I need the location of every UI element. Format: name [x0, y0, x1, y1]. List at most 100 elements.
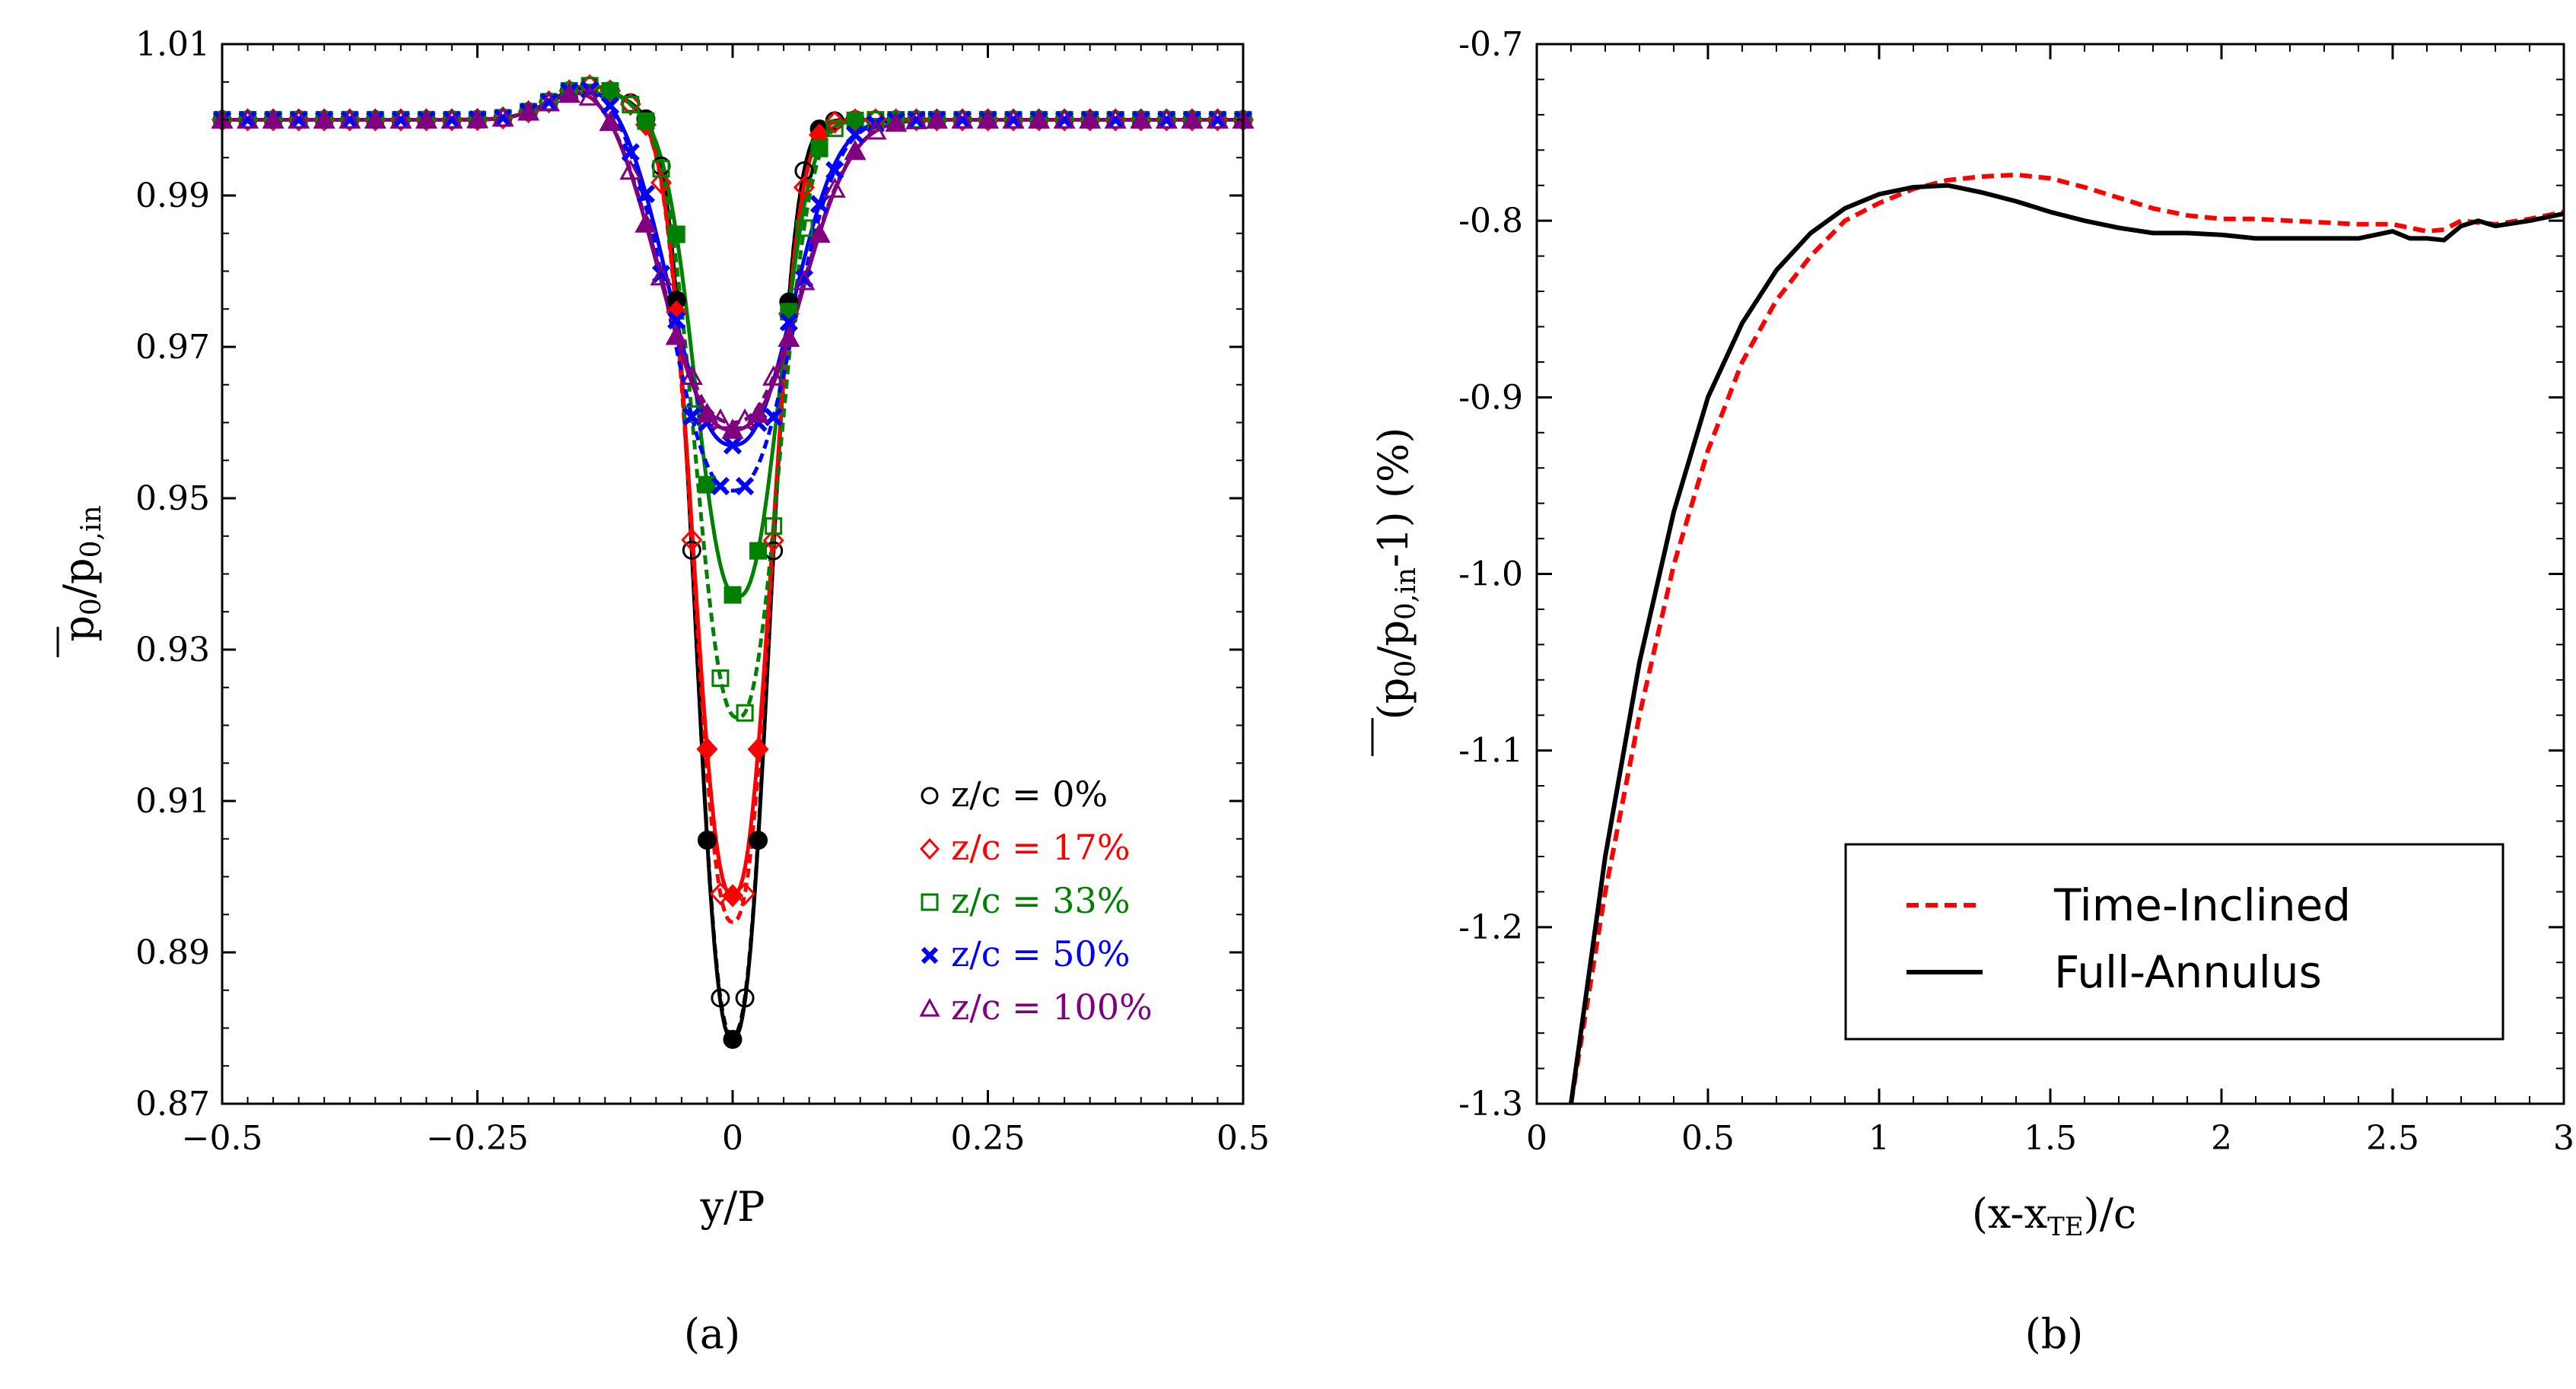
series-line-dashed-3	[222, 87, 1243, 493]
y-tick-label: 0.87	[135, 1085, 210, 1124]
series-line-dashed-4	[222, 91, 1243, 425]
x-tick-label: 0	[722, 1119, 743, 1158]
data-point	[391, 110, 410, 129]
data-point	[466, 108, 489, 129]
data-point	[537, 91, 560, 112]
data-point	[680, 364, 703, 386]
legend-marker	[921, 787, 939, 805]
data-point	[390, 108, 412, 129]
data-point	[824, 110, 846, 134]
y-tick-label: -0.9	[1458, 378, 1523, 417]
data-point	[665, 324, 688, 345]
data-point	[1003, 110, 1023, 129]
y-tick-label: -0.8	[1458, 202, 1523, 240]
data-point	[779, 313, 798, 332]
data-point	[1055, 110, 1074, 129]
x-tick-label: 1	[1868, 1119, 1890, 1158]
x-tick-label: −0.25	[426, 1119, 529, 1158]
data-point	[762, 365, 785, 386]
panel-b-legend-box	[1844, 843, 2504, 1041]
data-point	[695, 402, 718, 423]
data-point	[823, 177, 846, 198]
data-point	[493, 108, 513, 128]
panel-b-ylabel-sub1: 0	[1391, 660, 1422, 678]
x-tick-label: 0.25	[951, 1119, 1026, 1158]
data-point	[825, 161, 844, 180]
data-point	[696, 737, 718, 761]
panel-a-x-tick-labels: −0.5 −0.25 0 0.25 0.5	[182, 1119, 1270, 1158]
data-point	[442, 110, 462, 129]
y-tick-label: -0.7	[1458, 25, 1523, 64]
y-tick-label: 0.89	[135, 933, 210, 972]
data-point	[867, 111, 885, 129]
panel-a-y-tick-labels: 0.87 0.89 0.91 0.93 0.95 0.97 0.99 1.01	[135, 25, 210, 1124]
data-point	[580, 77, 599, 95]
data-point	[288, 108, 310, 129]
data-point	[558, 82, 580, 103]
series-line-solid-2	[222, 84, 1243, 599]
data-point	[735, 476, 755, 496]
x-tick-label: 0.5	[1216, 1119, 1270, 1158]
y-tick-label: -1.1	[1458, 732, 1523, 771]
data-point	[907, 110, 926, 129]
data-point	[736, 704, 754, 722]
data-point	[237, 108, 259, 129]
y-tick-label: 1.01	[135, 25, 210, 64]
legend-label: z/c = 0%	[951, 774, 1108, 815]
data-point	[723, 1029, 743, 1049]
y-tick-label: -1.3	[1458, 1085, 1523, 1124]
legend-label-full-annulus: Full-Annulus	[2054, 946, 2322, 998]
series-line-full-annulus	[1569, 183, 2565, 1105]
y-tick-label: -1.2	[1458, 908, 1523, 947]
chart-panel-b: 0 0.5 1 1.5 2 2.5 3 -1.3 -1.2 -1.1 -1.0 -0.9 -0.8 -0…	[1369, 25, 2574, 1358]
panel-b-y-axis-label: (p0/p0,in-1) (%)	[1369, 428, 1422, 756]
legend-label-time-inclined: Time-Inclined	[2053, 879, 2351, 931]
data-point	[825, 119, 844, 138]
data-point	[747, 737, 769, 761]
x-tick-label: 3	[2553, 1119, 2574, 1158]
data-point	[636, 184, 656, 204]
panel-b-ylabel-tail: -1) (%)	[1369, 428, 1417, 567]
panel-a-ylabel-sub2: 0,in	[76, 505, 107, 558]
data-point	[749, 831, 768, 850]
legend-marker	[921, 893, 939, 911]
data-point	[952, 110, 972, 129]
y-tick-label: -1.0	[1458, 555, 1523, 594]
data-point	[951, 108, 974, 129]
panel-b-ylabel-sub2: 0,in	[1391, 567, 1422, 620]
data-point	[749, 542, 768, 560]
panel-b-legend: Time-Inclined Full-Annulus	[1844, 843, 2504, 1041]
panel-a-legend: z/c = 0% z/c = 17% z/c = 33% z/c = 50% z/c =…	[919, 774, 1153, 1028]
panel-b-x-axis-label: (x-xTE)/c	[1972, 1190, 2136, 1242]
data-point	[600, 96, 620, 115]
data-point	[650, 265, 673, 286]
data-point	[721, 418, 744, 439]
data-point	[1130, 108, 1153, 129]
legend-marker	[921, 946, 939, 965]
panel-a-ylabel-p: p	[55, 615, 103, 642]
series-line-dashed-2	[222, 84, 1243, 720]
panel-a-ticks	[221, 43, 1245, 1105]
data-point	[339, 108, 361, 129]
data-point	[747, 402, 770, 423]
data-point	[682, 405, 701, 423]
data-point	[795, 219, 813, 237]
data-point	[1181, 108, 1204, 129]
x-tick-label: 0.5	[1681, 1119, 1735, 1158]
data-point	[765, 517, 783, 535]
data-point	[711, 988, 730, 1008]
chart-panel-a: −0.5 −0.25 0 0.25 0.5 0.870.890.910.930.950.…	[55, 25, 1270, 1358]
x-tick-label: 1.5	[2024, 1119, 2077, 1158]
data-point	[778, 326, 800, 347]
data-point	[539, 92, 558, 112]
data-point	[1079, 108, 1102, 129]
data-point	[1028, 108, 1051, 129]
y-tick-label: 0.95	[135, 479, 210, 518]
data-point	[808, 222, 831, 243]
data-point	[262, 108, 285, 129]
data-point	[634, 212, 657, 233]
legend-label: z/c = 33%	[951, 880, 1131, 921]
legend-marker	[919, 838, 940, 860]
data-point	[491, 106, 514, 127]
